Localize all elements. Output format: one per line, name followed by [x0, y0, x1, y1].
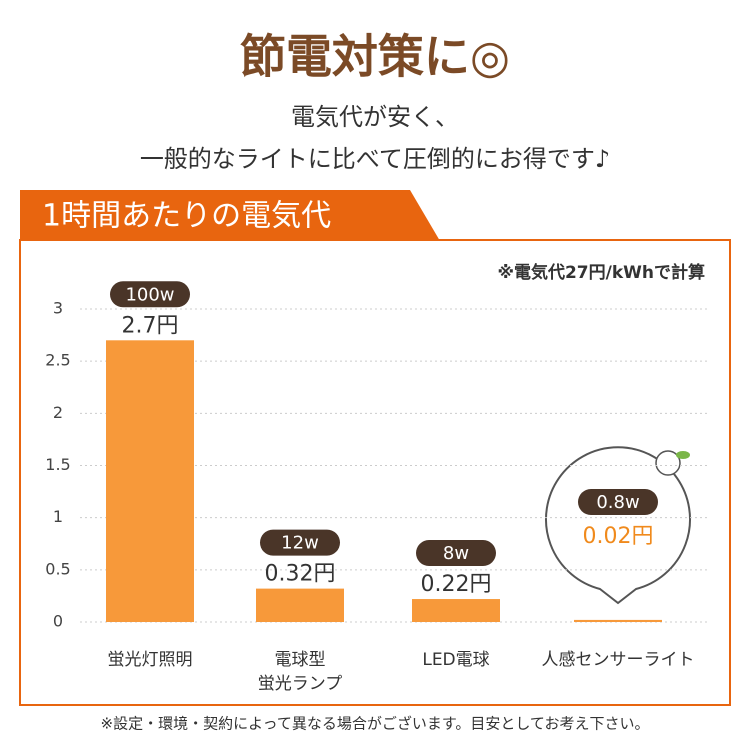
banner-text: 1時間あたりの電気代: [42, 199, 331, 234]
subtitle: 電気代が安く、: [291, 103, 459, 131]
wattage-label: 0.8w: [596, 492, 639, 513]
value-label: 0.22円: [421, 572, 492, 597]
y-tick-label: 0.5: [45, 559, 70, 578]
leaf-icon: [676, 451, 690, 459]
wattage-pill: [260, 529, 340, 556]
y-tick-label: 0: [53, 612, 63, 631]
y-tick-label: 1.5: [45, 455, 70, 474]
note: ※電気代27円/kWhで計算: [497, 262, 705, 283]
title: 節電対策に◎: [240, 30, 510, 84]
y-tick-label: 2: [53, 403, 63, 422]
x-tick-label: 蛍光ランプ: [258, 674, 343, 694]
y-tick-label: 2.5: [45, 351, 70, 370]
wattage-label: 8w: [443, 543, 469, 564]
wattage-pill: [110, 281, 190, 308]
footnote: ※設定・環境・契約によって異なる場合がございます。目安としてお考え下さい。: [101, 715, 650, 733]
wattage-pill: [578, 489, 658, 515]
bar: [256, 588, 344, 622]
y-tick-label: 3: [53, 299, 63, 318]
bulb-icon: [655, 450, 681, 476]
x-tick-label: 人感センサーライト: [542, 650, 695, 670]
bar: [106, 340, 194, 622]
bar: [412, 599, 500, 622]
wattage-label: 12w: [281, 533, 319, 554]
wattage-pill: [416, 540, 496, 567]
banner-tab: [20, 190, 440, 241]
value-label: 0.32円: [265, 562, 336, 587]
wattage-label: 100w: [125, 284, 174, 305]
y-tick-label: 1: [53, 507, 63, 526]
value-label: 0.02円: [583, 524, 654, 549]
x-tick-label: LED電球: [422, 650, 489, 670]
value-label: 2.7円: [122, 313, 179, 338]
bar: [574, 619, 662, 622]
speech-bubble: [545, 446, 691, 605]
x-tick-label: 蛍光灯照明: [108, 650, 193, 670]
subtitle: 一般的なライトに比べて圧倒的にお得です♪: [140, 145, 610, 173]
x-tick-label: 電球型: [275, 650, 326, 670]
